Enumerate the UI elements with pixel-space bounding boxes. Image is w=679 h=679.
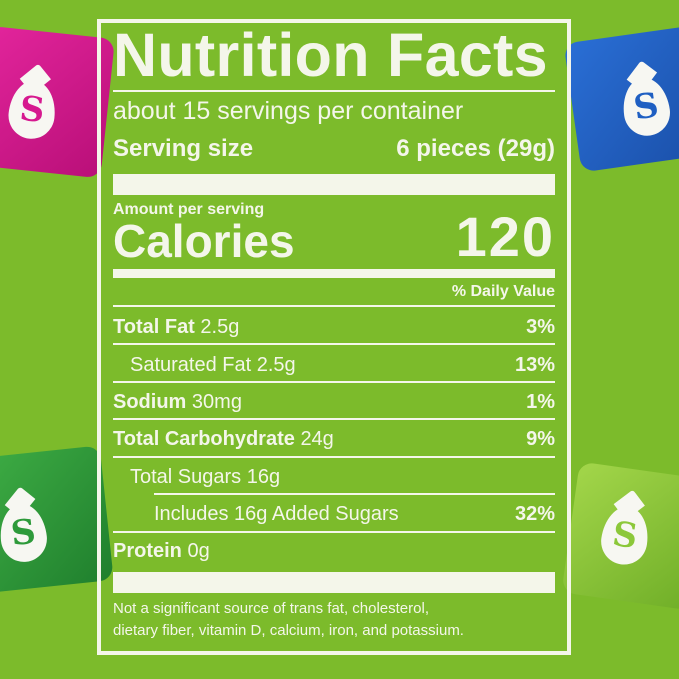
divider [113,305,555,307]
daily-value-header: % Daily Value [451,283,555,300]
nutrient-row-added-sugars: Includes 16g Added Sugars 32% [113,502,555,526]
nutrient-amount: 24g [300,428,334,450]
divider [154,493,555,495]
servings-per-container: about 15 servings per container [113,97,464,125]
calories-value: 120 [455,205,555,268]
amount-per-serving: Amount per serving [113,201,265,218]
footnote-line-1: Not a significant source of trans fat, c… [113,600,429,617]
nutrient-row-total-fat: Total Fat 2.5g 3% [113,315,555,339]
thick-divider [113,572,555,593]
nutrient-dv: 1% [526,391,555,413]
serving-size-label: Serving size [113,135,254,162]
label-title: Nutrition Facts [113,21,548,89]
nutrient-amount: 16g [246,466,281,488]
nutrient-row-total-sugars: Total Sugars 16g [113,465,555,489]
serving-size-value: 6 pieces (29g) [396,135,555,162]
s-drop-logo-icon: S [6,78,59,142]
nutrient-row-saturated-fat: Saturated Fat 2.5g 13% [113,353,555,377]
divider [113,90,555,92]
s-drop-logo-icon: S [0,501,50,565]
nutrient-dv: 9% [526,428,555,450]
nutrient-amount: 30mg [191,391,242,413]
nutrient-amount: 0g [187,540,210,562]
divider [113,531,555,533]
calories-row: Calories 120 [113,209,555,268]
nutrient-dv: 3% [526,316,555,338]
nutrition-facts-label: Nutrition Facts about 15 servings per co… [97,19,571,655]
divider [113,418,555,420]
thick-divider [113,174,555,195]
nutrient-row-sodium: Sodium 30mg 1% [113,390,555,414]
nutrient-name: Sodium [113,391,187,413]
nutrient-name: Total Carbohydrate [113,428,295,450]
nutrient-name: Saturated Fat [130,354,252,376]
nutrient-dv: 13% [514,354,555,376]
s-drop-logo-icon: S [619,74,673,139]
candy-blue: S [563,25,679,173]
nutrient-name: Total Sugars [130,466,242,488]
medium-divider [113,269,555,278]
nutrient-name: Protein [113,540,182,562]
candy-lime: S [561,461,679,611]
nutrient-row-total-carbohydrate: Total Carbohydrate 24g 9% [113,427,555,451]
divider [113,343,555,345]
nutrient-amount: 2.5g [200,316,240,338]
divider [113,456,555,458]
serving-size-row: Serving size 6 pieces (29g) [113,134,555,164]
calories-label: Calories [113,215,295,267]
s-drop-logo-icon: S [598,503,652,568]
nutrient-name: Includes 16g Added Sugars [154,503,399,525]
nutrient-name: Total Fat [113,316,195,338]
nutrient-amount: 2.5g [256,354,296,376]
nutrient-row-protein: Protein 0g [113,539,555,563]
nutrient-dv: 32% [514,503,555,525]
divider [113,381,555,383]
footnote-line-2: dietary fiber, vitamin D, calcium, iron,… [113,622,464,639]
